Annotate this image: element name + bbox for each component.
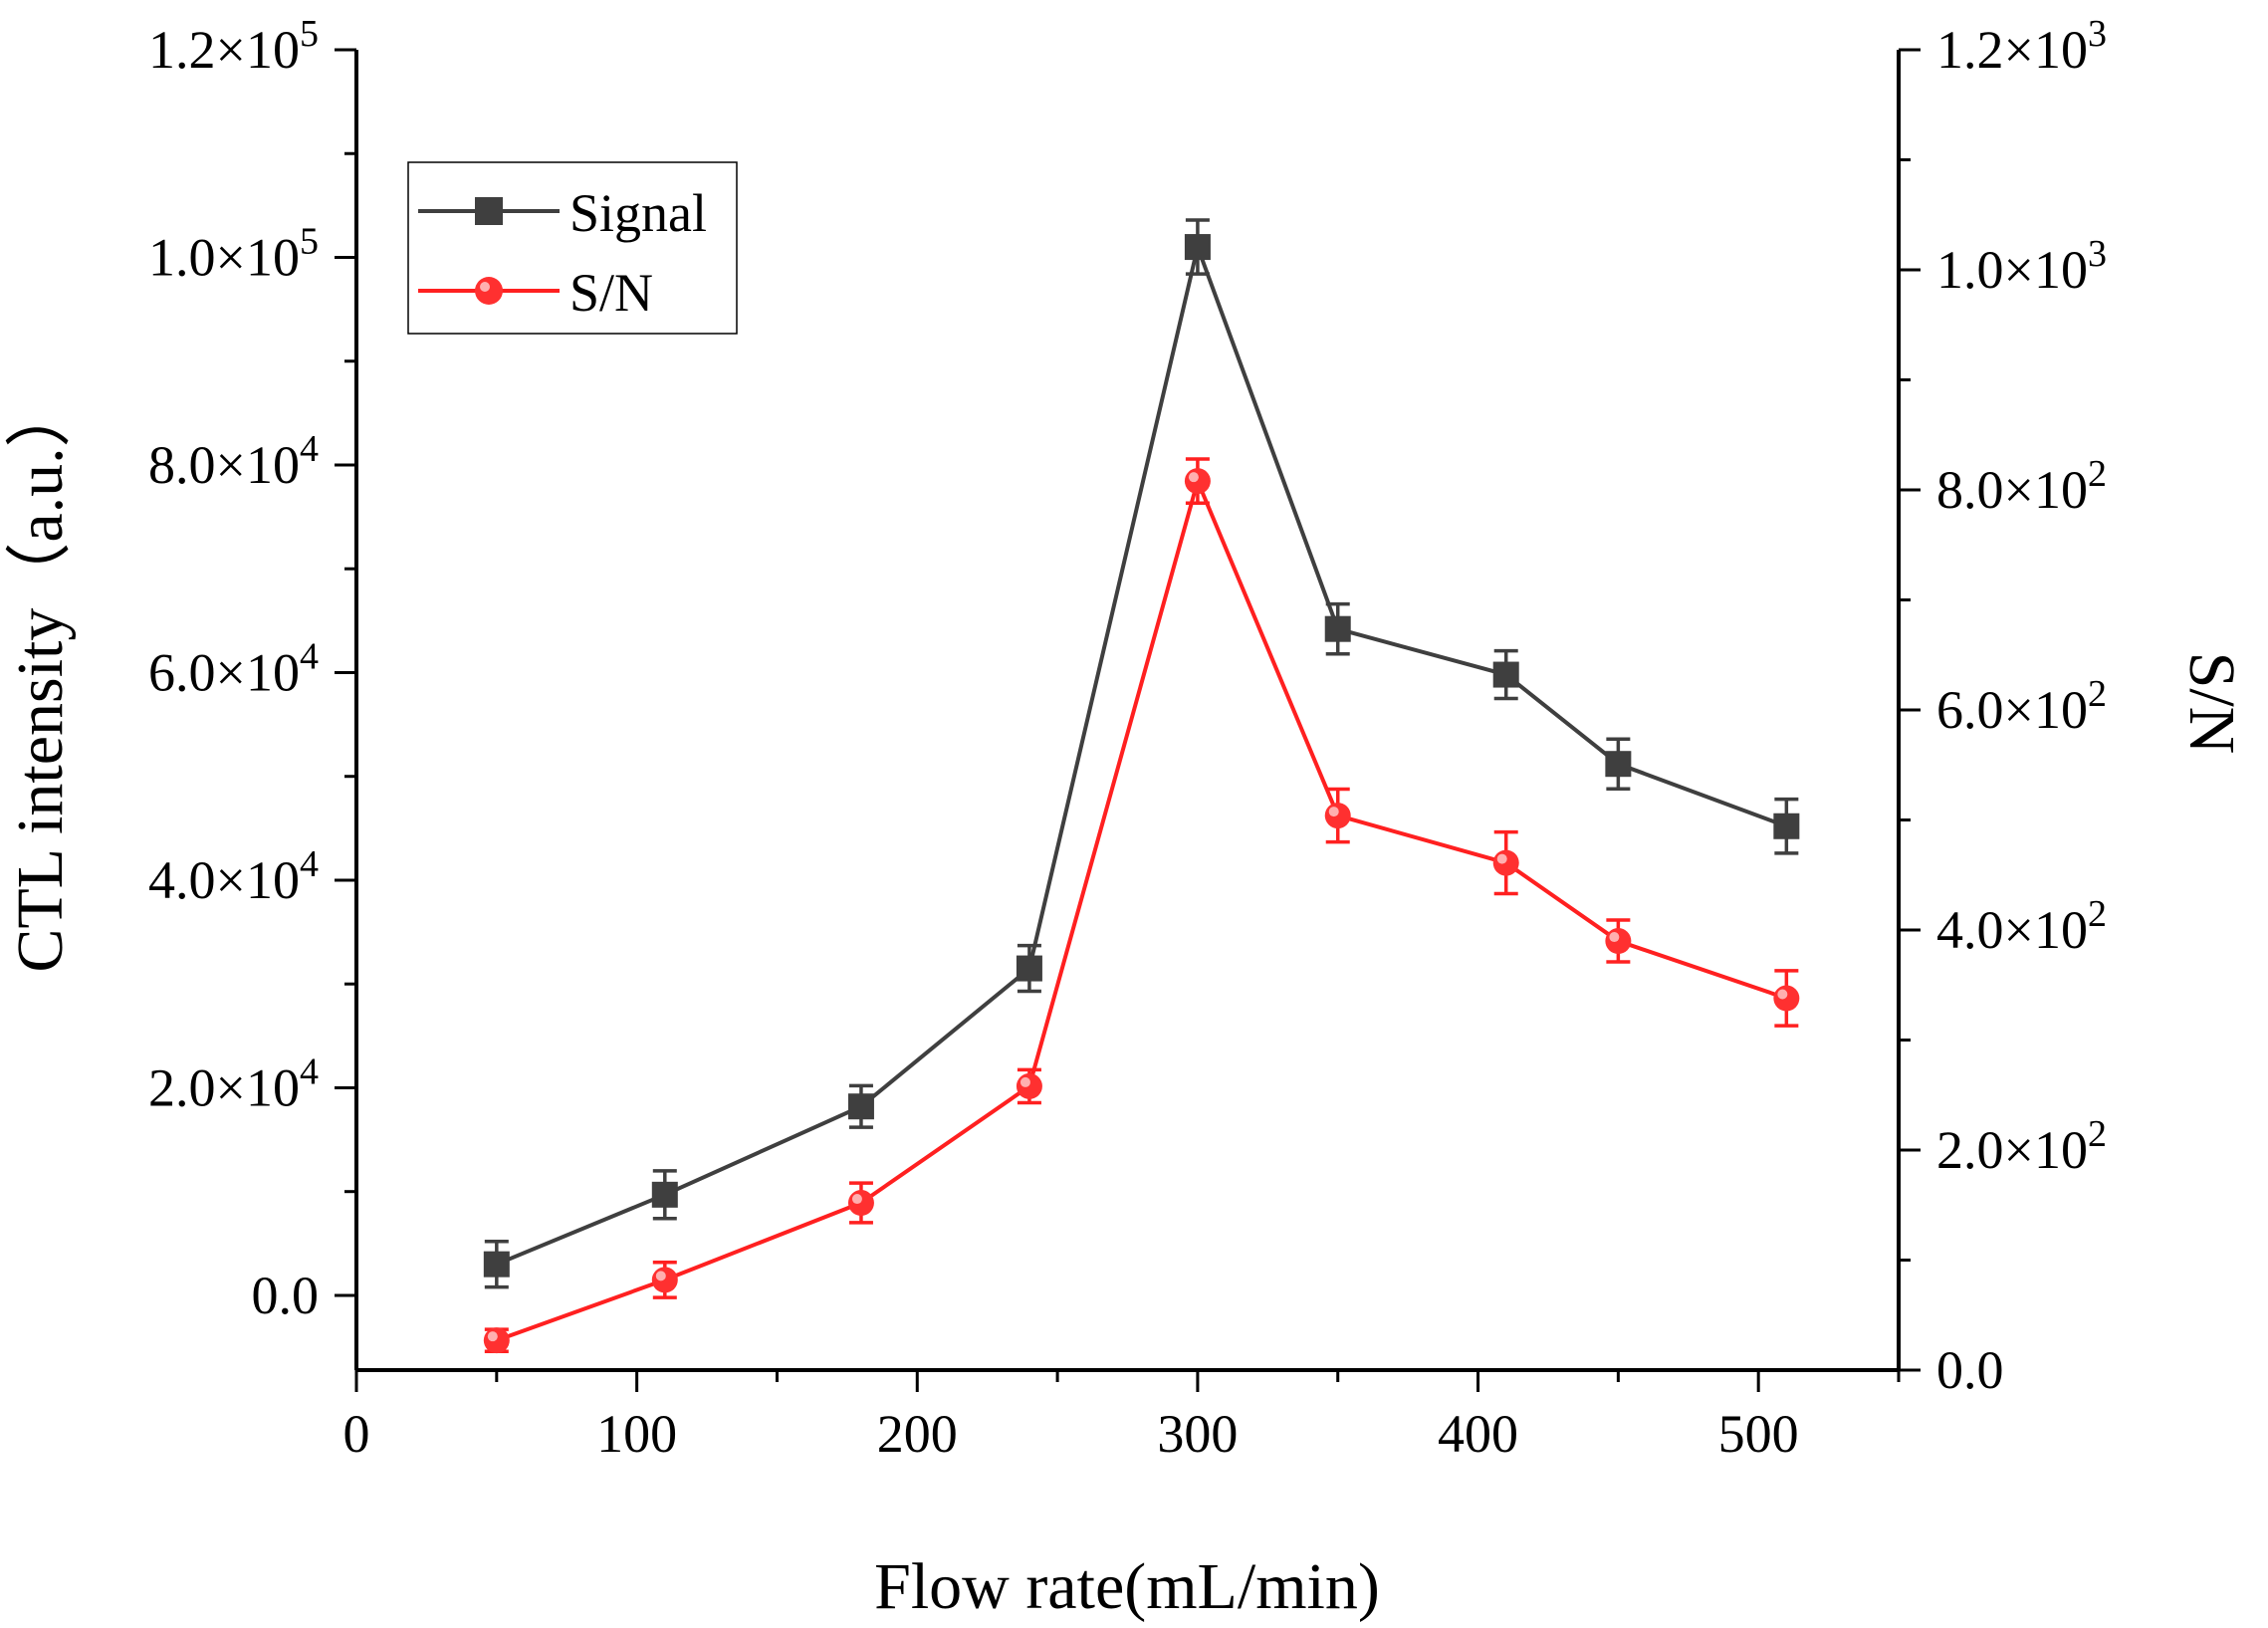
y-tick-mantissa: 6.0×10 <box>148 642 300 702</box>
y-tick-exponent: 4 <box>300 843 319 885</box>
x-tick-label: 500 <box>1718 1404 1799 1464</box>
sn-data-point-highlight <box>1328 807 1339 817</box>
y-axis-title: CTL intensity（a.u.） <box>4 381 77 972</box>
y-tick-mantissa: 1.0×10 <box>148 227 300 287</box>
y2-tick-label: 8.0×102 <box>1936 453 2107 520</box>
sn-data-point <box>651 1267 678 1293</box>
signal-data-point <box>1324 615 1351 642</box>
y2-axis-title: S/N <box>2175 652 2248 755</box>
y2-tick-mantissa: 2.0×10 <box>1936 1120 2088 1180</box>
signal-data-point <box>1492 661 1519 688</box>
y2-tick-exponent: 2 <box>2088 673 2107 715</box>
sn-data-point <box>1016 1072 1042 1099</box>
sn-data-point-highlight <box>655 1271 666 1281</box>
x-axis-title: Flow rate(mL/min) <box>874 1550 1380 1623</box>
y-tick-label: 0.0 <box>252 1266 320 1325</box>
y-tick-mantissa: 8.0×10 <box>148 435 300 495</box>
y-tick-label: 1.2×105 <box>148 13 319 80</box>
legend-box <box>407 161 738 335</box>
y2-tick-label: 6.0×102 <box>1936 673 2107 740</box>
y2-tick-label: 2.0×102 <box>1936 1113 2107 1180</box>
sn-data-point-highlight <box>851 1194 862 1205</box>
legend-signal-label: Signal <box>569 183 707 243</box>
sn-data-point-highlight <box>1496 853 1507 864</box>
y2-tick-mantissa: 1.2×10 <box>1936 20 2088 80</box>
x-tick-label: 300 <box>1157 1404 1238 1464</box>
signal-series-line <box>496 245 1788 1267</box>
legend: Signal S/N <box>407 161 738 335</box>
legend-sn-marker-highlight <box>480 282 490 292</box>
y2-tick-label: 1.0×103 <box>1936 233 2107 300</box>
y2-tick-exponent: 2 <box>2088 453 2107 495</box>
sn-data-point-highlight <box>1609 932 1620 943</box>
signal-data-point <box>483 1251 510 1278</box>
x-tick-label: 200 <box>877 1404 958 1464</box>
signal-data-point <box>1773 813 1800 839</box>
sn-data-point <box>1773 985 1800 1012</box>
y-tick-exponent: 5 <box>300 13 319 55</box>
y-tick-mantissa: 0.0 <box>252 1266 320 1325</box>
y2-tick-exponent: 2 <box>2088 893 2107 935</box>
legend-signal-marker <box>475 197 503 225</box>
y-tick-label: 8.0×104 <box>148 428 319 495</box>
signal-data-point <box>651 1181 678 1208</box>
y2-tick-label: 1.2×103 <box>1936 13 2107 80</box>
sn-data-point <box>847 1190 874 1217</box>
y-tick-label: 2.0×104 <box>148 1050 319 1117</box>
legend-sn-marker <box>475 277 503 305</box>
y-tick-label: 4.0×104 <box>148 843 319 910</box>
sn-data-point-highlight <box>1020 1076 1030 1087</box>
y-tick-exponent: 4 <box>300 1050 319 1092</box>
signal-data-point <box>847 1093 874 1120</box>
y2-tick-mantissa: 8.0×10 <box>1936 460 2088 520</box>
tick-labels: 0 100 200 300 400 5000.02.0×1044.0×1046.0×104… <box>148 13 2107 1464</box>
x-tick-label: 400 <box>1438 1404 1518 1464</box>
signal-data-point <box>1016 955 1042 982</box>
sn-data-point <box>1324 803 1351 829</box>
x-tick-label: 100 <box>596 1404 677 1464</box>
y-tick-exponent: 5 <box>300 220 319 262</box>
axis-ticks <box>335 48 1921 1392</box>
y2-tick-exponent: 3 <box>2088 233 2107 275</box>
y2-tick-exponent: 3 <box>2088 13 2107 55</box>
y-tick-label: 1.0×105 <box>148 220 319 287</box>
y-tick-exponent: 4 <box>300 635 319 677</box>
y2-tick-mantissa: 1.0×10 <box>1936 240 2088 300</box>
sn-data-point <box>1492 849 1519 876</box>
y-tick-mantissa: 4.0×10 <box>148 850 300 910</box>
y-tick-mantissa: 2.0×10 <box>148 1057 300 1117</box>
signal-data-point <box>1605 751 1632 778</box>
sn-data-point-highlight <box>487 1331 498 1342</box>
sn-data-point-highlight <box>1777 989 1788 1000</box>
sn-data-point <box>1184 468 1211 495</box>
y2-tick-mantissa: 6.0×10 <box>1936 680 2088 740</box>
y2-tick-label: 0.0 <box>1936 1340 2004 1400</box>
y2-tick-mantissa: 4.0×10 <box>1936 900 2088 960</box>
x-tick-label: 0 <box>343 1404 370 1464</box>
y2-tick-mantissa: 0.0 <box>1936 1340 2004 1400</box>
legend-sn-label: S/N <box>569 263 653 323</box>
y-tick-exponent: 4 <box>300 428 319 470</box>
sn-series-line <box>496 479 1787 1343</box>
y-tick-mantissa: 1.2×10 <box>148 20 300 80</box>
signal-data-point <box>1184 234 1211 261</box>
sn-data-point-highlight <box>1188 472 1199 483</box>
y-tick-label: 6.0×104 <box>148 635 319 702</box>
data-series <box>483 218 1800 1354</box>
y2-tick-label: 4.0×102 <box>1936 893 2107 960</box>
sn-data-point <box>1605 928 1632 955</box>
y2-tick-exponent: 2 <box>2088 1113 2107 1155</box>
sn-data-point <box>483 1327 510 1354</box>
